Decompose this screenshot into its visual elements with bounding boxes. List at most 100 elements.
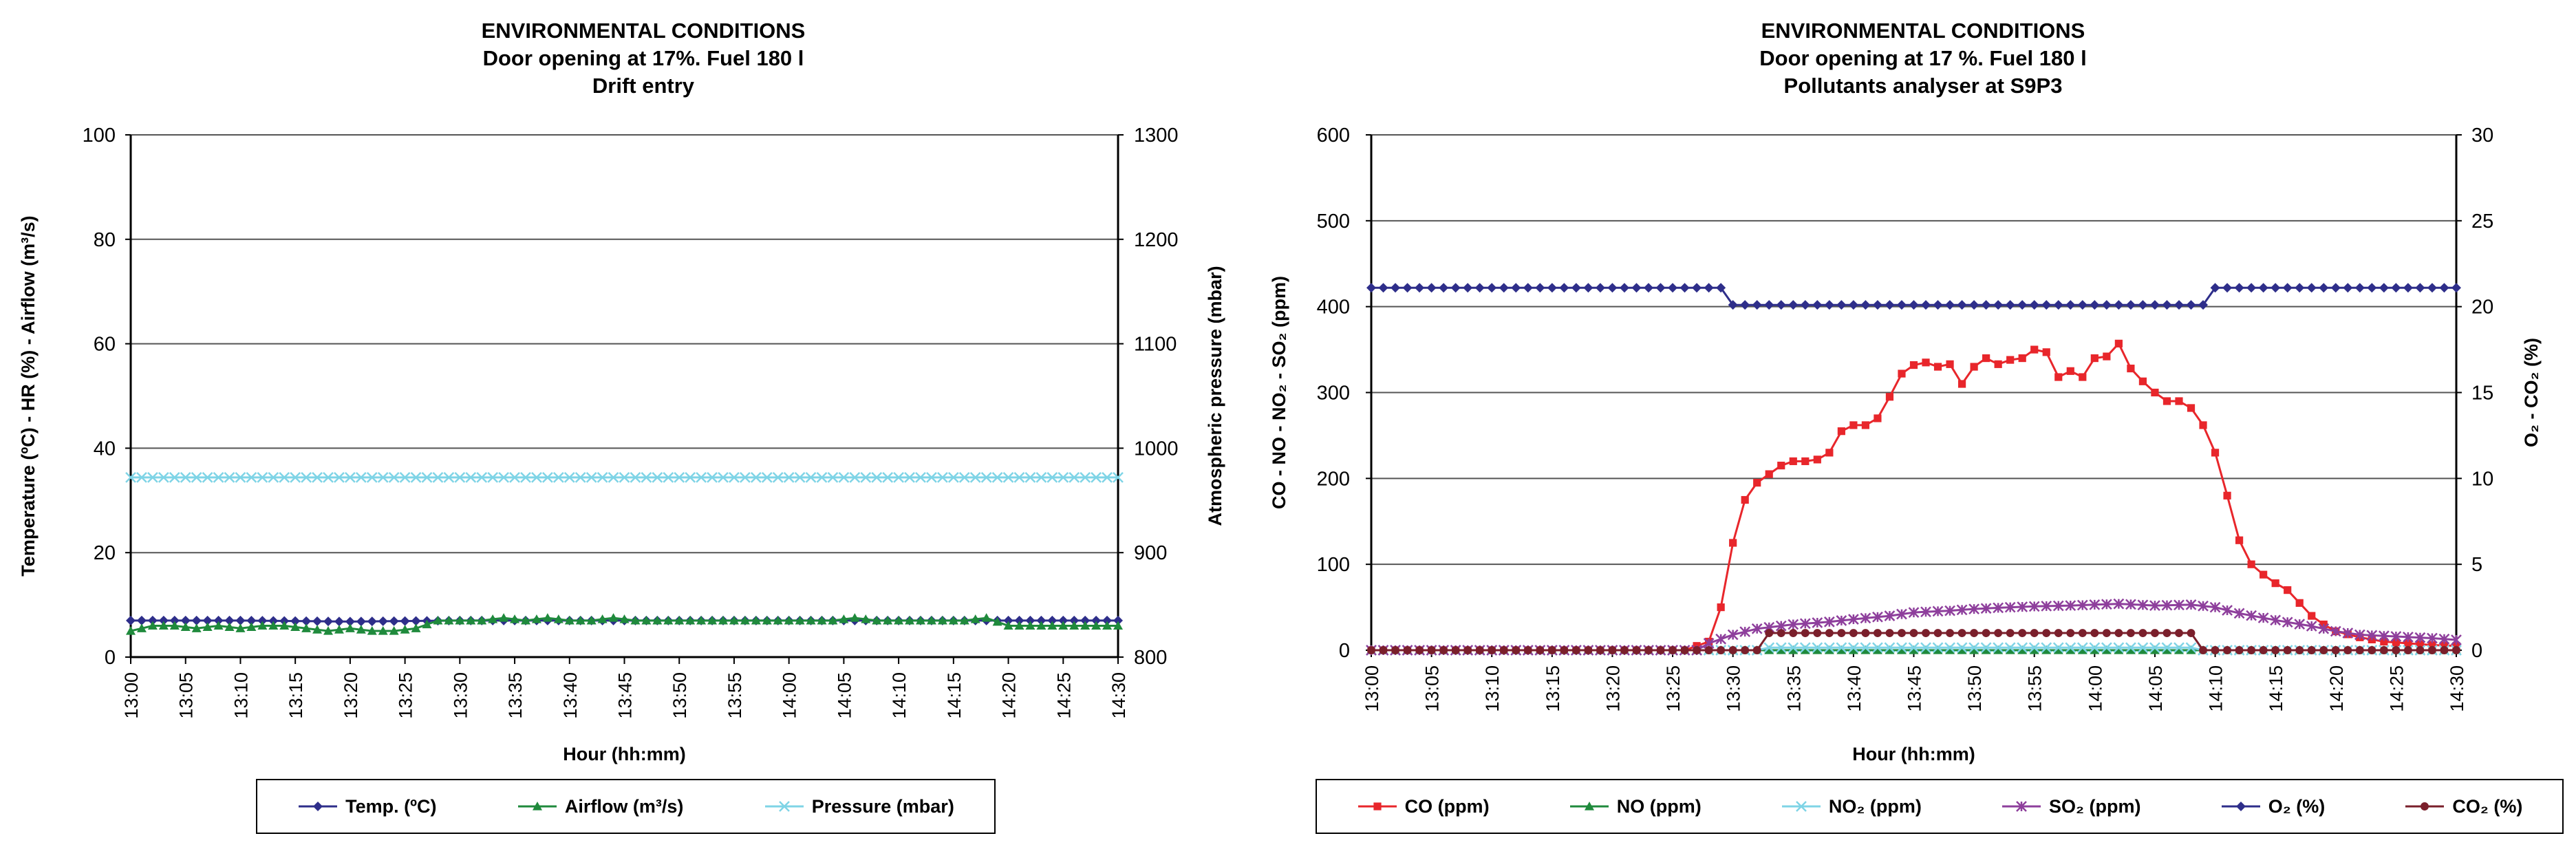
y-tick-label: 300 (1317, 383, 1350, 405)
chart-title-line: Pollutants analyser at S9P3 (1784, 74, 2063, 98)
data-point (2162, 629, 2171, 637)
data-point (1025, 615, 1035, 625)
y-tick-label: 100 (83, 125, 116, 147)
data-point (2029, 300, 2039, 310)
data-point (2090, 300, 2100, 310)
data-point (882, 472, 894, 483)
data-point (367, 626, 377, 635)
data-point (641, 472, 652, 483)
x-axis-label: Hour (hh:mm) (563, 744, 685, 764)
data-point (1728, 646, 1737, 654)
legend-item: SO₂ (ppm) (2001, 796, 2141, 817)
data-point (2367, 283, 2377, 293)
data-point (1789, 457, 1797, 465)
series-airflow-m-s (126, 613, 1123, 635)
data-point (2354, 629, 2365, 641)
data-point (334, 472, 345, 483)
data-point (147, 615, 158, 625)
data-point (817, 615, 827, 625)
data-point (1836, 645, 1847, 654)
data-point (948, 615, 958, 625)
data-point (1729, 539, 1737, 547)
data-point (1823, 642, 1835, 654)
legend-marker (1373, 802, 1382, 811)
data-point (2162, 397, 2171, 405)
data-point (1969, 300, 1979, 310)
chart-title-line: Drift entry (592, 74, 695, 98)
data-point (2028, 601, 2040, 612)
data-point (1763, 642, 1775, 654)
data-point (2283, 646, 2292, 654)
data-point (894, 615, 904, 625)
data-point (158, 615, 169, 625)
data-point (1547, 283, 1557, 293)
data-point (477, 615, 487, 625)
data-point (575, 472, 586, 483)
x-tick-label: 14:15 (2266, 665, 2286, 712)
y-tick-label: 400 (1317, 297, 1350, 319)
data-point (839, 614, 849, 623)
data-point (1920, 606, 1931, 618)
data-point (136, 623, 147, 632)
data-point (2330, 283, 2341, 293)
data-point (444, 615, 454, 625)
data-point (1788, 619, 1799, 630)
y2-tick-label: 900 (1134, 542, 1167, 564)
data-point (2235, 536, 2244, 544)
data-point (2235, 646, 2244, 654)
data-point (2392, 646, 2401, 654)
legend-swatch (2221, 802, 2260, 811)
data-point (2101, 642, 2112, 654)
data-point (257, 616, 268, 626)
data-point (1069, 615, 1080, 625)
data-point (2366, 630, 2378, 641)
data-point (2378, 630, 2390, 642)
x-tick-label: 14:10 (889, 672, 910, 719)
data-point (2114, 339, 2123, 347)
data-point (619, 472, 630, 483)
data-point (871, 472, 883, 483)
data-point (947, 472, 959, 483)
data-point (2234, 283, 2244, 293)
data-point (980, 472, 992, 483)
data-point (2392, 639, 2400, 647)
data-point (2042, 348, 2050, 356)
data-point (2126, 629, 2135, 637)
data-point (356, 625, 366, 634)
y2-tick-label: 30 (2471, 125, 2493, 147)
data-point (2174, 645, 2184, 654)
data-point (2185, 642, 2197, 654)
data-point (1487, 283, 1497, 293)
data-point (2439, 283, 2449, 293)
data-point (345, 472, 356, 483)
data-point (301, 623, 312, 632)
data-point (2380, 637, 2388, 646)
data-point (2295, 646, 2304, 654)
data-point (2415, 283, 2425, 293)
data-point (1668, 283, 1678, 293)
data-point (1680, 646, 1689, 654)
data-point (1909, 361, 1918, 369)
data-point (1836, 300, 1847, 310)
data-point (1403, 646, 1412, 654)
x-tick-label: 13:05 (176, 672, 197, 719)
legend-marker (1796, 801, 1807, 812)
data-point (1595, 283, 1605, 293)
data-point (1632, 646, 1641, 654)
data-point (301, 616, 312, 626)
data-point (2137, 599, 2149, 611)
data-point (2077, 645, 2087, 654)
x-tick-label: 14:00 (2085, 665, 2105, 712)
data-point (1488, 646, 1496, 654)
data-point (1752, 300, 1762, 310)
data-point (1499, 646, 1508, 654)
data-point (1909, 300, 1919, 310)
data-point (2077, 300, 2087, 310)
data-point (850, 613, 860, 622)
data-point (191, 623, 202, 632)
legend-label: NO₂ (ppm) (1828, 795, 1922, 817)
data-point (400, 616, 410, 626)
data-point (794, 472, 806, 483)
data-point (180, 622, 191, 631)
data-point (2149, 645, 2160, 654)
